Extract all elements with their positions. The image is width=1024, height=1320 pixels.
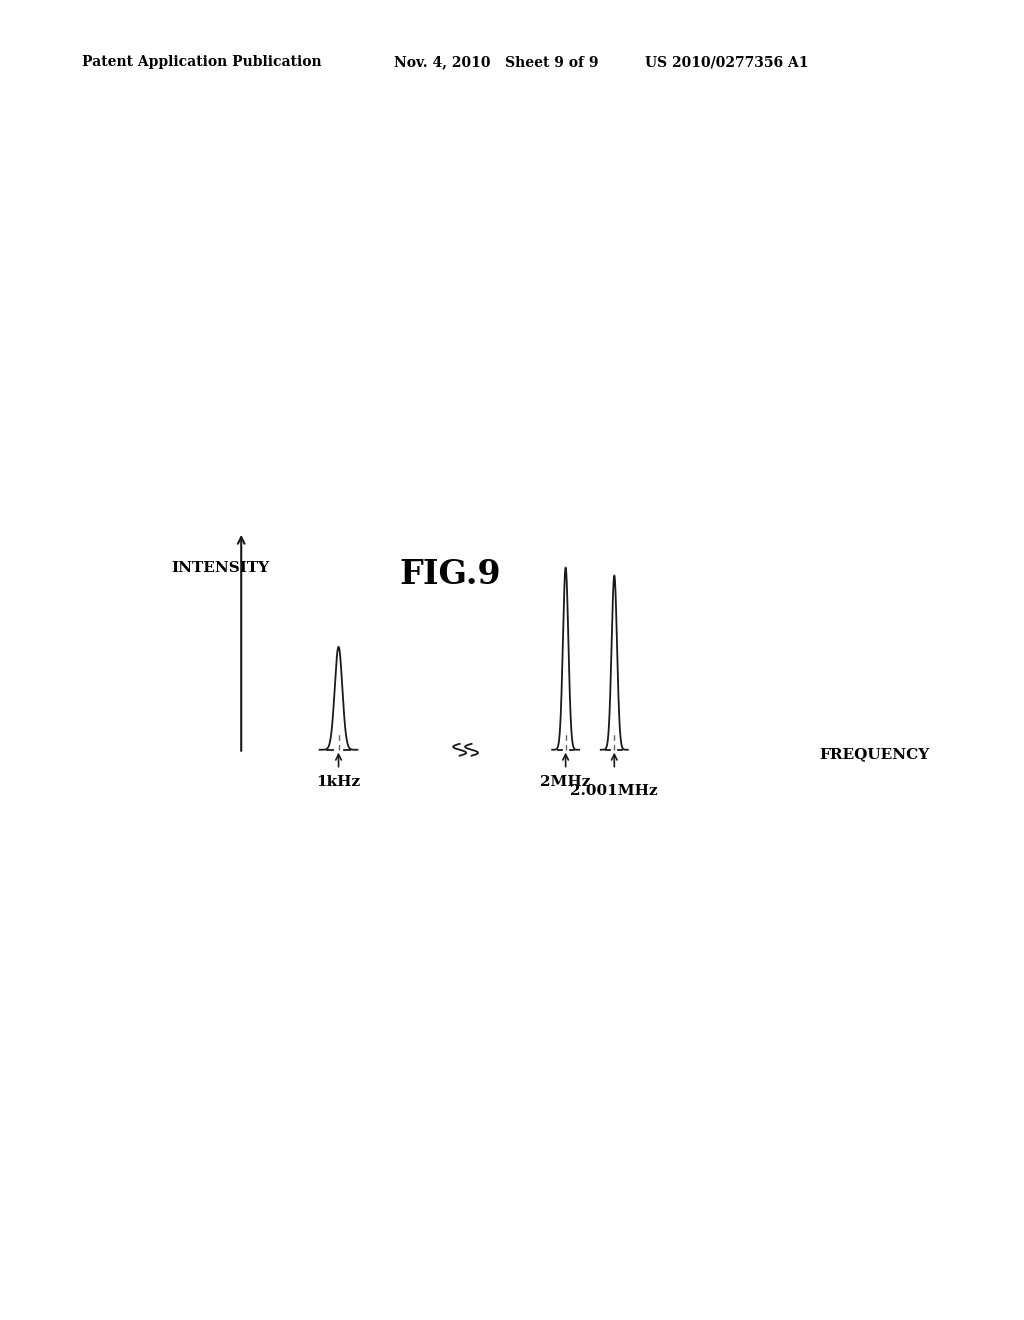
Text: Patent Application Publication: Patent Application Publication [82, 55, 322, 70]
Text: FIG.9: FIG.9 [399, 557, 502, 591]
Text: FREQUENCY: FREQUENCY [820, 747, 930, 760]
Text: 1kHz: 1kHz [316, 776, 360, 789]
Text: US 2010/0277356 A1: US 2010/0277356 A1 [645, 55, 809, 70]
Text: 2.001MHz: 2.001MHz [570, 784, 658, 799]
Text: INTENSITY: INTENSITY [171, 561, 269, 574]
Text: 2MHz: 2MHz [541, 776, 591, 789]
Text: Nov. 4, 2010   Sheet 9 of 9: Nov. 4, 2010 Sheet 9 of 9 [394, 55, 599, 70]
